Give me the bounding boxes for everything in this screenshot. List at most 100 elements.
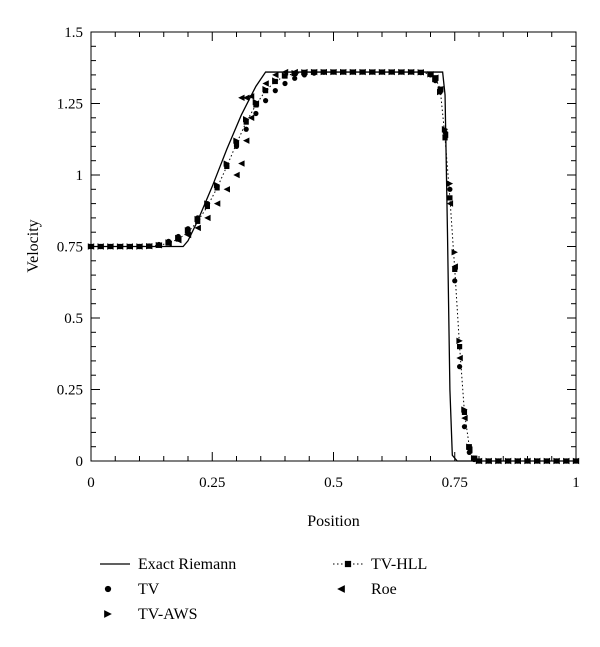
tv-aws-point: [451, 249, 458, 256]
y-tick-label: 1: [76, 168, 84, 184]
tv-aws-point: [204, 200, 211, 207]
roe-point: [175, 237, 182, 244]
y-axis: 0 0.25 0.5 0.75 1 1.25 1.5: [57, 25, 576, 470]
roe-point: [359, 68, 366, 76]
roe-point: [136, 243, 143, 250]
legend-swatch-roe: [337, 585, 345, 593]
tv-hll-point: [204, 203, 210, 210]
roe-point: [534, 457, 541, 465]
roe-point: [441, 131, 449, 139]
roe-point: [238, 160, 245, 167]
roe-point: [330, 68, 337, 76]
roe-point: [340, 68, 347, 76]
roe-point: [427, 71, 434, 78]
roe-point: [432, 74, 439, 81]
roe-point: [398, 68, 405, 76]
tv-aws-point: [262, 86, 269, 93]
tv-point: [272, 88, 278, 94]
roe-point: [378, 68, 386, 76]
roe-point: [238, 94, 245, 101]
roe-point: [320, 68, 327, 76]
tv-hll-point: [442, 135, 448, 141]
roe-point: [514, 457, 521, 465]
tv-aws-point: [461, 406, 468, 413]
tv-point: [243, 126, 249, 132]
roe-point: [461, 414, 468, 422]
legend-swatch-tv-hll: [344, 560, 352, 568]
roe-point: [243, 94, 250, 101]
x-tick-label: 0: [87, 475, 95, 491]
roe-point: [563, 457, 570, 465]
roe-point: [466, 446, 473, 453]
roe-point: [451, 263, 458, 270]
tv-hll-point: [457, 344, 463, 350]
roe-point: [310, 68, 318, 76]
roe-point: [407, 68, 415, 76]
x-axis: 0 0.25 0.5 0.75 1: [87, 32, 580, 491]
legend-label-tv: TV: [138, 581, 160, 598]
roe-point: [485, 457, 492, 465]
roe-point: [116, 243, 124, 250]
exact-riemann-line: [91, 71, 576, 462]
roe-point: [349, 68, 357, 76]
roe-point: [213, 200, 221, 207]
x-tick-label: 0.25: [199, 475, 225, 491]
y-tick-label: 1.5: [64, 25, 83, 41]
legend-label-tv-aws: TV-AWS: [138, 606, 197, 623]
roe-point: [247, 114, 255, 121]
roe-point: [194, 224, 201, 232]
roe-point: [146, 243, 153, 250]
tv-hll-point: [185, 229, 191, 235]
tv-hll-point: [447, 195, 453, 201]
roe-point: [155, 242, 163, 249]
roe-point: [97, 243, 104, 250]
tv-hll-point: [214, 185, 220, 191]
roe-point: [223, 186, 230, 193]
roe-point: [247, 93, 255, 100]
tv-aws-point: [446, 180, 454, 187]
legend-swatch-tv-aws: [104, 610, 112, 618]
tv-point: [457, 364, 463, 370]
x-axis-label: Position: [307, 513, 359, 530]
y-tick-label: 0: [76, 454, 84, 470]
roe-point: [252, 100, 260, 107]
y-tick-label: 0.25: [57, 383, 83, 399]
tv-aws-point: [272, 77, 279, 84]
legend-label-roe: Roe: [371, 581, 397, 598]
legend: Exact Riemann TV TV-HLL TV-AWS Roe: [100, 556, 427, 623]
roe-point: [456, 354, 463, 362]
tv-hll-point: [461, 409, 468, 415]
roe-point: [388, 68, 395, 76]
roe-point: [165, 240, 172, 247]
tv-aws-point: [184, 226, 192, 234]
tv-aws-point: [281, 72, 289, 79]
y-tick-label: 0.75: [57, 240, 83, 256]
x-tick-label: 0.75: [442, 475, 468, 491]
tv-hll-point: [224, 163, 230, 170]
y-tick-label: 0.5: [64, 311, 83, 327]
roe-point: [369, 68, 376, 76]
tv-hll-point: [243, 119, 249, 125]
roe-point: [437, 86, 444, 93]
y-tick-label: 1.25: [57, 97, 83, 113]
tv-point: [253, 110, 259, 117]
tv-hll-point: [233, 140, 240, 147]
tv-hll-point: [195, 218, 201, 224]
tv-point: [452, 278, 458, 284]
tv-point: [461, 424, 468, 430]
roe-point: [543, 457, 551, 465]
tv-point: [447, 186, 453, 192]
legend-swatch-tv: [104, 585, 112, 593]
legend-label-exact-riemann: Exact Riemann: [138, 556, 236, 573]
x-tick-label: 1: [572, 475, 580, 491]
tv-aws-point: [194, 215, 201, 223]
tv-hll-point: [452, 266, 458, 272]
roe-point: [204, 214, 211, 222]
roe-point: [470, 455, 478, 462]
roe-point: [301, 68, 308, 76]
legend-label-tv-hll: TV-HLL: [371, 556, 427, 573]
roe-point: [262, 80, 269, 87]
tv-aws-point: [243, 116, 250, 123]
tv-point: [263, 98, 269, 104]
